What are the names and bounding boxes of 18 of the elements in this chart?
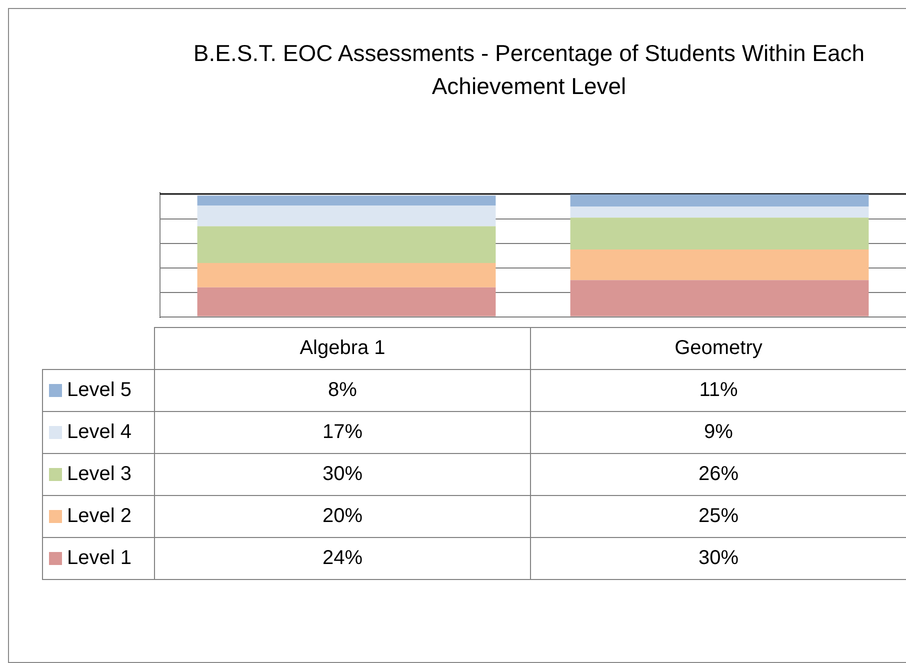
x-tick-label: Algebra 1 — [154, 328, 530, 370]
data-label: 8% — [154, 370, 530, 412]
data-label: 24% — [154, 538, 530, 580]
x-tick-label: Geometry — [530, 328, 906, 370]
data-label: 11% — [530, 370, 906, 412]
chart-title: B.E.S.T. EOC Assessments - Percentage of Students Within Each Achievement Level — [192, 39, 866, 101]
legend-label: Level 5 — [42, 370, 154, 412]
legend-label: Level 4 — [42, 412, 154, 454]
legend-label: Level 1 — [42, 538, 154, 580]
legend-label: Level 3 — [42, 454, 154, 496]
data-label: 17% — [154, 412, 530, 454]
data-label: 9% — [530, 412, 906, 454]
data-label: 25% — [530, 496, 906, 538]
data-label: 30% — [154, 454, 530, 496]
data-label: 30% — [530, 538, 906, 580]
data-label: 26% — [530, 454, 906, 496]
legend-label: Level 2 — [42, 496, 154, 538]
data-label: 20% — [154, 496, 530, 538]
